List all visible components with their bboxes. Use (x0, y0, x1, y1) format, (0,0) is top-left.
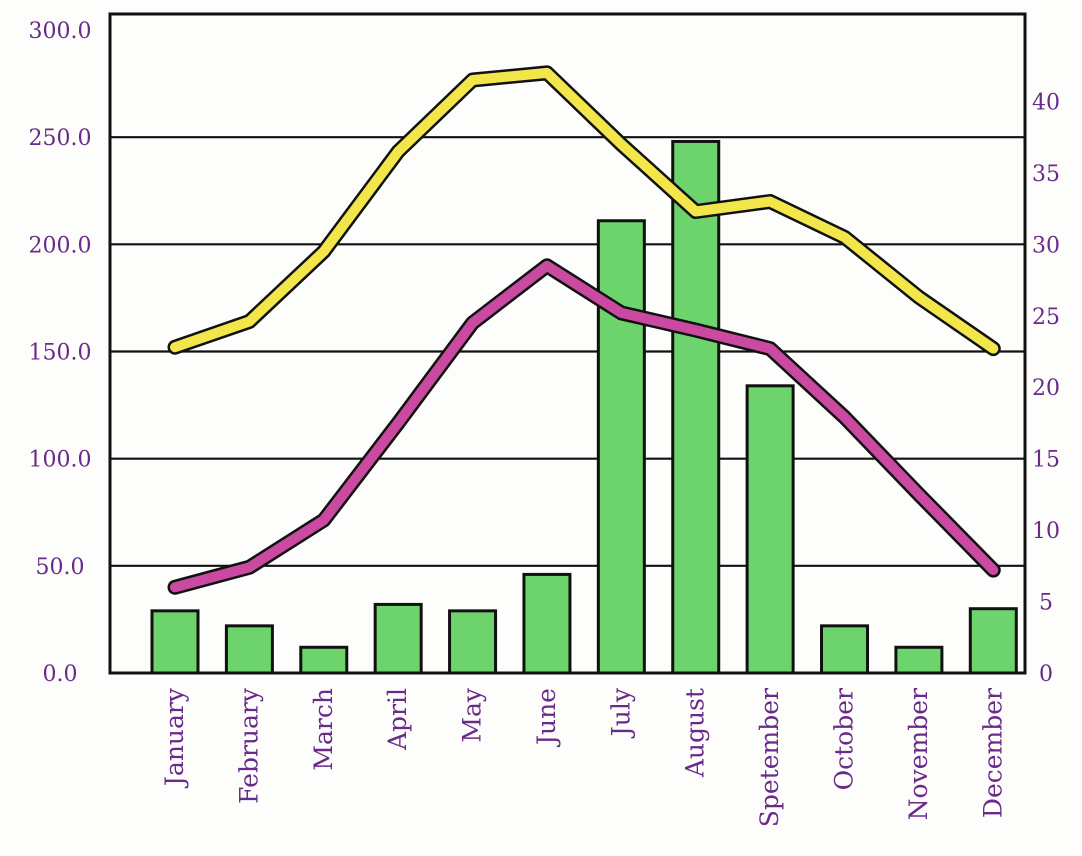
left-tick-label: 250.0 (29, 126, 92, 151)
bar (745, 384, 795, 675)
left-axis-ticks: 0.0 50.0 100.0 150.0 200.0 250.0 300.0 (29, 19, 92, 687)
series-line (170, 260, 999, 593)
month-label: October (830, 688, 859, 790)
bar (224, 624, 274, 675)
month-label: December (978, 688, 1007, 818)
bar (448, 609, 498, 675)
line-series (167, 65, 1001, 595)
right-tick-label: 5 (1039, 591, 1053, 616)
month-label: August (681, 688, 710, 778)
left-tick-label: 150.0 (29, 341, 92, 366)
left-tick-label: 100.0 (29, 448, 92, 473)
month-label: February (234, 687, 263, 804)
right-tick-label: 40 (1032, 90, 1060, 115)
right-tick-label: 15 (1032, 448, 1060, 473)
bar-series (150, 139, 1018, 675)
right-tick-label: 25 (1032, 305, 1060, 330)
month-label: March (309, 688, 338, 771)
right-axis-ticks: 0 5 10 15 20 25 30 35 40 (1032, 90, 1060, 687)
bar (671, 139, 721, 675)
left-tick-label: 0.0 (43, 662, 78, 687)
left-tick-label: 300.0 (29, 19, 92, 44)
left-tick-label: 200.0 (29, 233, 92, 258)
category-labels: January February March April May June July Augu… (160, 687, 1007, 827)
month-label: November (904, 688, 933, 820)
month-label: January (160, 687, 189, 789)
month-label: May (458, 687, 487, 743)
bar (373, 602, 423, 675)
bar (968, 607, 1018, 675)
series-line (170, 67, 999, 354)
right-tick-label: 30 (1032, 233, 1060, 258)
month-label: June (532, 688, 561, 748)
right-tick-label: 10 (1032, 519, 1060, 544)
left-tick-label: 50.0 (36, 555, 85, 580)
grid (110, 136, 1025, 567)
right-tick-label: 0 (1039, 662, 1053, 687)
month-label: Spetember (755, 688, 784, 827)
month-label: April (383, 688, 412, 751)
bar (596, 219, 646, 675)
month-label: July (606, 687, 635, 739)
bar (894, 645, 944, 675)
right-tick-label: 35 (1032, 162, 1060, 187)
plot-frame (108, 12, 1027, 675)
right-tick-label: 20 (1032, 376, 1060, 401)
bar (299, 645, 349, 675)
bar (820, 624, 870, 675)
bar (522, 572, 572, 675)
bar (150, 609, 200, 675)
